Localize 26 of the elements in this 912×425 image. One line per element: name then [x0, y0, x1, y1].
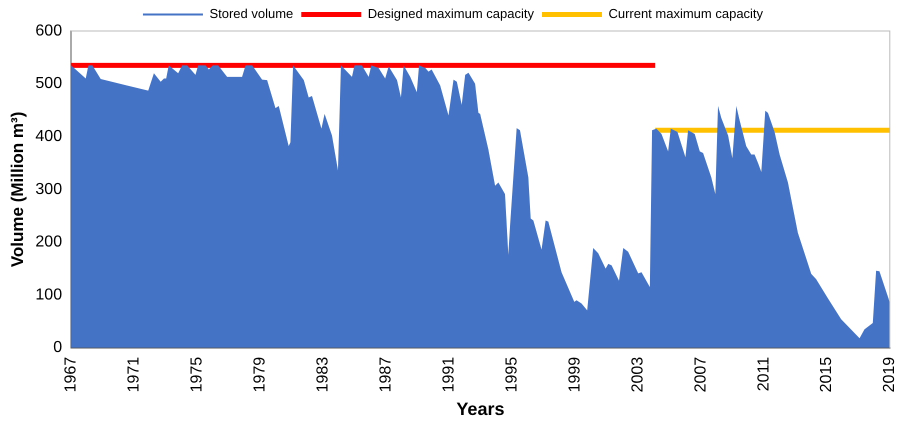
y-tick-label: 400 [35, 128, 62, 146]
legend-label: Current maximum capacity [608, 6, 764, 22]
y-tick-label: 200 [35, 234, 62, 251]
legend-label: Stored volume [209, 6, 294, 22]
y-tick-label: 600 [35, 22, 62, 40]
x-tick-label: 1979 [251, 356, 268, 392]
x-axis-title: Years [456, 399, 504, 420]
y-tick-label: 300 [35, 180, 62, 198]
y-tick-label: 0 [53, 339, 62, 356]
x-tick-label: 1995 [503, 356, 520, 392]
x-tick-label: 2003 [629, 356, 646, 392]
legend-label: Designed maximum capacity [368, 6, 534, 22]
x-tick-label: 2007 [692, 356, 710, 392]
x-tick-label: 2011 [755, 356, 772, 392]
x-tick-label: 2019 [881, 356, 898, 392]
y-axis-title: Volume (Million m³) [8, 112, 27, 268]
x-tick-label: 1987 [377, 356, 394, 392]
x-tick-label: 1991 [440, 356, 458, 392]
x-tick-label: 1983 [314, 356, 332, 392]
y-tick-label: 100 [35, 286, 62, 304]
y-tick-label: 500 [35, 75, 62, 92]
x-tick-label: 1971 [125, 356, 142, 392]
x-tick-label: 1967 [62, 356, 80, 392]
x-tick-label: 2015 [818, 356, 836, 392]
x-tick-label: 1999 [566, 356, 584, 392]
x-tick-label: 1975 [188, 356, 206, 392]
